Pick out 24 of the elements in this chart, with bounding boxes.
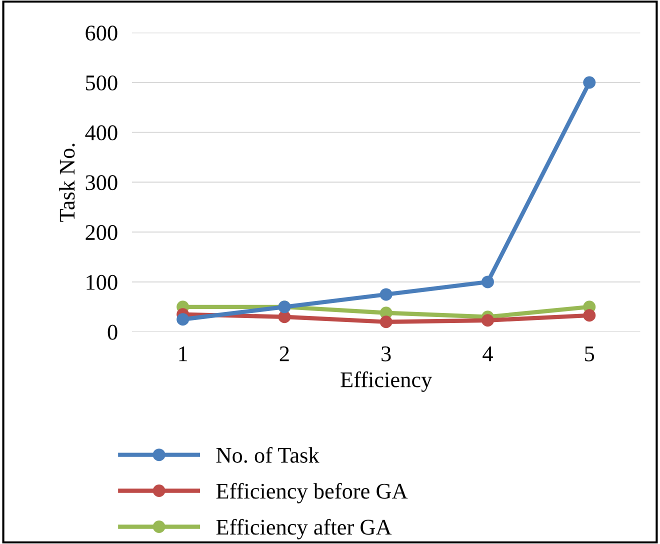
point	[380, 288, 392, 301]
point	[481, 314, 494, 327]
x-tick-label: 1	[179, 346, 188, 362]
y-tick-label: 0	[108, 324, 118, 340]
x-tick-label: 2	[280, 346, 289, 362]
point	[481, 276, 494, 288]
y-tick-label: 400	[85, 125, 118, 140]
point	[583, 309, 596, 322]
legend-label: No. of Task	[216, 446, 320, 463]
x-tick-label: 3	[382, 346, 391, 362]
y-tick-label: 300	[86, 175, 118, 190]
y-tick-label: 100	[86, 274, 118, 290]
point	[380, 316, 392, 328]
x-tick-label: 4	[482, 346, 493, 362]
y-tick-label: 200	[86, 225, 118, 240]
y-axis-title: Task No.	[59, 144, 75, 222]
point	[176, 313, 190, 326]
y-tick-label: 500	[86, 75, 118, 90]
x-tick-label: 5	[585, 346, 594, 362]
y-tick-label: 600	[86, 26, 118, 41]
legend-label: Efficiency before GA	[216, 482, 408, 504]
x-axis-title: Efficiency	[340, 371, 432, 392]
legend-label: Efficiency after GA	[216, 518, 392, 540]
point	[583, 76, 596, 89]
